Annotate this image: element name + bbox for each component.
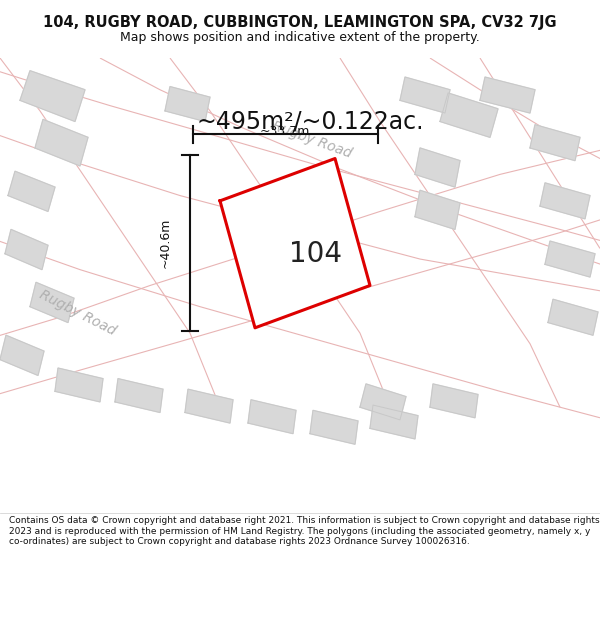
Polygon shape <box>530 124 580 161</box>
Polygon shape <box>540 183 590 219</box>
Text: ~33.7m: ~33.7m <box>260 124 310 138</box>
Text: 104: 104 <box>289 240 341 268</box>
Polygon shape <box>545 241 595 277</box>
Polygon shape <box>220 159 370 328</box>
Polygon shape <box>370 405 418 439</box>
Polygon shape <box>115 379 163 412</box>
Polygon shape <box>415 190 460 229</box>
Polygon shape <box>20 71 85 121</box>
Polygon shape <box>0 335 44 376</box>
Polygon shape <box>35 119 88 166</box>
Polygon shape <box>185 389 233 423</box>
Polygon shape <box>400 77 450 113</box>
Polygon shape <box>480 77 535 113</box>
Polygon shape <box>55 368 103 402</box>
Polygon shape <box>248 400 296 434</box>
Polygon shape <box>440 93 498 138</box>
Text: Contains OS data © Crown copyright and database right 2021. This information is : Contains OS data © Crown copyright and d… <box>9 516 599 546</box>
Text: Rugby Road: Rugby Road <box>270 119 354 161</box>
Polygon shape <box>30 282 74 322</box>
Text: ~495m²/~0.122ac.: ~495m²/~0.122ac. <box>196 109 424 134</box>
Polygon shape <box>548 299 598 335</box>
Polygon shape <box>165 87 210 121</box>
Text: Map shows position and indicative extent of the property.: Map shows position and indicative extent… <box>120 31 480 44</box>
Polygon shape <box>430 384 478 418</box>
Text: 104, RUGBY ROAD, CUBBINGTON, LEAMINGTON SPA, CV32 7JG: 104, RUGBY ROAD, CUBBINGTON, LEAMINGTON … <box>43 14 557 29</box>
Polygon shape <box>415 148 460 187</box>
Text: Rugby Road: Rugby Road <box>37 288 119 338</box>
Polygon shape <box>5 229 48 269</box>
Polygon shape <box>8 171 55 211</box>
Polygon shape <box>310 411 358 444</box>
Polygon shape <box>360 384 406 420</box>
Text: ~40.6m: ~40.6m <box>158 218 172 268</box>
